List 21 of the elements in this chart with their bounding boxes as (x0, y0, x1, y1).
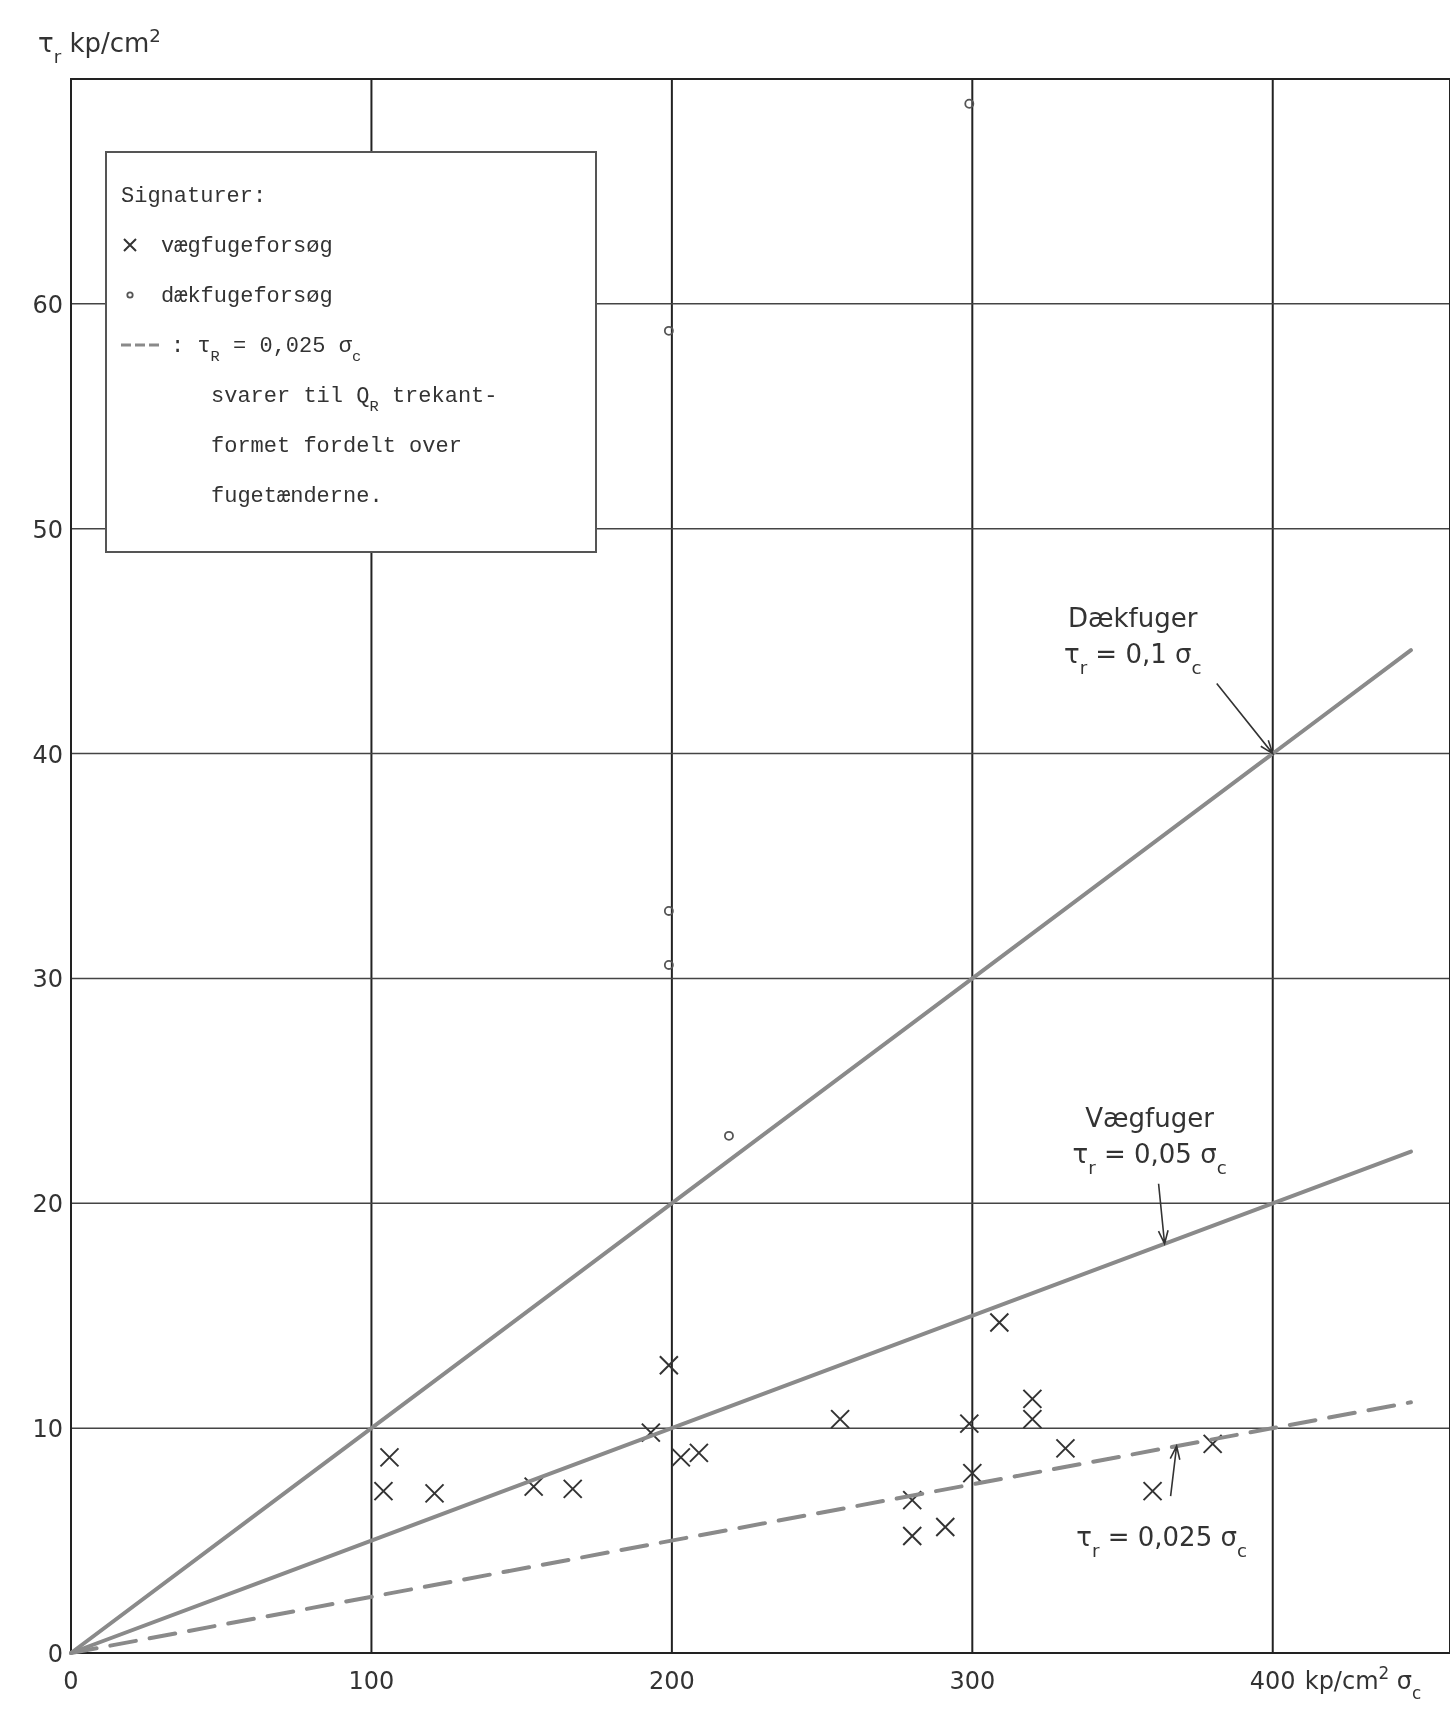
x-tick-label: 400 (1249, 1667, 1296, 1695)
annotation: τ$_{r}$ = 0,025 σ$_{c}$ (1076, 1522, 1247, 1561)
legend-title: Signaturer: (121, 184, 267, 209)
y-tick-label: 50 (32, 515, 63, 544)
y-tick-label: 0 (47, 1640, 63, 1668)
annotation: Vægfuger τ$_{r}$ = 0,05 σ$_{c}$ (1072, 1102, 1227, 1178)
x-tick-label: 200 (648, 1667, 695, 1695)
legend-label: vægfugeforsøg (161, 234, 333, 259)
y-tick-label: 10 (32, 1415, 63, 1444)
annotation: svarer til Q$_{R}$ trekant- formet fordelt over fugetænderne. (211, 384, 498, 509)
annotation: Dækfuger τ$_{r}$ = 0,1 σ$_{c}$ (1063, 602, 1202, 678)
y-tick-label: 40 (32, 740, 63, 769)
legend-label: dækfugeforsøg (161, 284, 333, 309)
y-tick-label: 30 (32, 965, 63, 994)
y-tick-label: 20 (32, 1190, 63, 1219)
legend-label: : τ$_{R}$ = 0,025 σ$_{c}$ (171, 334, 362, 366)
y-axis-title: τ$_{r}$ kp/cm$^{2}$ (38, 24, 161, 67)
x-tick-label: 300 (949, 1667, 996, 1695)
y-tick-label: 60 (32, 290, 63, 319)
x-axis-title: kp/cm$^{2}$ σ$_{c}$ (1304, 1663, 1422, 1703)
x-tick-label: 100 (348, 1667, 395, 1695)
